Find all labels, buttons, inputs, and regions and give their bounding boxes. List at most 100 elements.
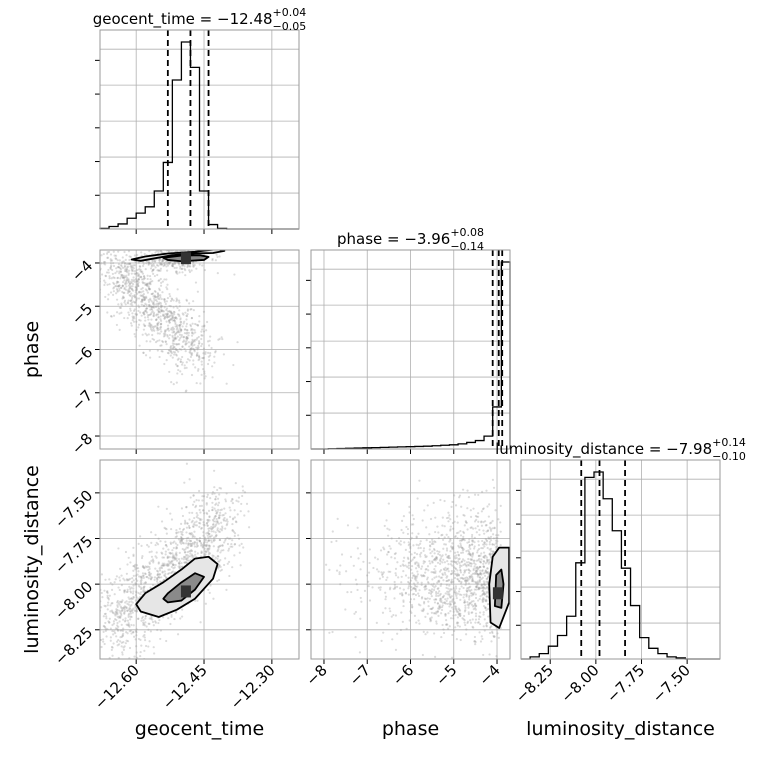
scatter-point	[397, 536, 401, 540]
scatter-point	[138, 265, 142, 268]
scatter-point	[184, 390, 187, 393]
scatter-point	[142, 623, 145, 627]
scatter-point	[185, 526, 189, 529]
scatter-point	[488, 653, 491, 656]
scatter-point	[126, 602, 129, 605]
scatter-point	[476, 573, 479, 576]
scatter-point	[148, 303, 151, 306]
scatter-point	[102, 252, 105, 256]
scatter-point	[112, 287, 115, 290]
scatter-point	[415, 579, 418, 582]
scatter-point	[115, 285, 118, 288]
scatter-point	[135, 630, 138, 634]
scatter-point	[206, 549, 210, 552]
scatter-point	[476, 573, 479, 576]
scatter-point	[217, 522, 220, 525]
scatter-point	[159, 569, 162, 572]
scatter-point	[233, 554, 236, 557]
scatter-point	[138, 306, 141, 309]
scatter-point	[186, 264, 189, 268]
scatter-point	[97, 277, 99, 279]
scatter-point	[185, 332, 188, 335]
scatter-point	[462, 548, 465, 551]
scatter-point	[134, 291, 137, 294]
scatter-point	[452, 608, 455, 611]
scatter-point	[195, 515, 198, 519]
scatter-point	[115, 288, 119, 291]
scatter-point	[128, 232, 130, 234]
scatter-point	[488, 537, 491, 540]
scatter-point	[150, 308, 154, 311]
scatter-point	[468, 562, 472, 565]
scatter-point	[177, 561, 180, 565]
scatter-point	[124, 282, 127, 285]
scatter-point	[149, 572, 153, 575]
scatter-point	[115, 311, 119, 314]
scatter-point	[225, 518, 229, 521]
scatter-point	[484, 524, 488, 527]
scatter-point	[169, 512, 172, 515]
scatter-point	[414, 588, 417, 591]
scatter-point	[152, 263, 155, 266]
scatter-point	[179, 360, 182, 363]
scatter-point	[129, 590, 132, 593]
scatter-point	[217, 517, 220, 520]
scatter-point	[410, 585, 413, 589]
scatter-point	[481, 569, 484, 572]
scatter-point	[211, 509, 214, 512]
scatter-point	[201, 495, 204, 498]
scatter-point	[154, 295, 157, 298]
scatter-point	[470, 611, 473, 614]
scatter-point	[438, 594, 441, 597]
scatter-point	[142, 278, 145, 281]
scatter-point	[180, 328, 183, 332]
scatter-point	[211, 376, 214, 379]
scatter-point	[180, 532, 183, 536]
scatter-point	[423, 588, 426, 591]
scatter-point	[402, 564, 405, 567]
scatter-point	[154, 260, 157, 263]
scatter-point	[217, 567, 220, 570]
scatter-point	[100, 254, 103, 257]
scatter-point	[163, 263, 166, 266]
scatter-point	[489, 626, 492, 629]
scatter-point	[447, 520, 450, 523]
scatter-point	[468, 545, 471, 549]
scatter-point	[123, 269, 127, 273]
scatter-point	[114, 631, 117, 635]
scatter-point	[484, 598, 488, 601]
scatter-point	[156, 577, 159, 580]
scatter-point	[224, 527, 227, 530]
scatter-point	[485, 556, 488, 559]
scatter-point	[471, 572, 474, 575]
scatter-point	[159, 637, 162, 641]
scatter-point	[134, 289, 137, 292]
hist-title-geocent_time: geocent_time = −12.48+0.04	[93, 6, 307, 29]
scatter-point	[441, 601, 444, 604]
scatter-point	[78, 622, 80, 624]
scatter-point	[217, 564, 221, 567]
scatter-point	[122, 646, 125, 649]
scatter-point	[118, 328, 121, 331]
scatter-point	[486, 580, 489, 583]
scatter-point	[103, 625, 106, 628]
scatter-point	[142, 264, 145, 267]
scatter-point	[171, 316, 174, 320]
scatter-point	[430, 588, 434, 591]
scatter-point	[207, 544, 210, 547]
scatter-point	[144, 319, 147, 322]
scatter-point	[479, 565, 482, 569]
scatter-point	[109, 291, 113, 294]
scatter-point	[481, 576, 484, 579]
scatter-point	[470, 562, 473, 565]
scatter-point	[174, 325, 177, 328]
scatter-point	[150, 328, 153, 331]
scatter-point	[196, 348, 199, 351]
scatter-point	[354, 636, 357, 639]
scatter-point	[103, 612, 106, 616]
scatter-point	[458, 566, 462, 569]
scatter-point	[185, 335, 188, 339]
scatter-point	[191, 535, 194, 539]
scatter-point	[464, 578, 467, 582]
title-text: geocent_time = −12.48	[93, 10, 273, 29]
